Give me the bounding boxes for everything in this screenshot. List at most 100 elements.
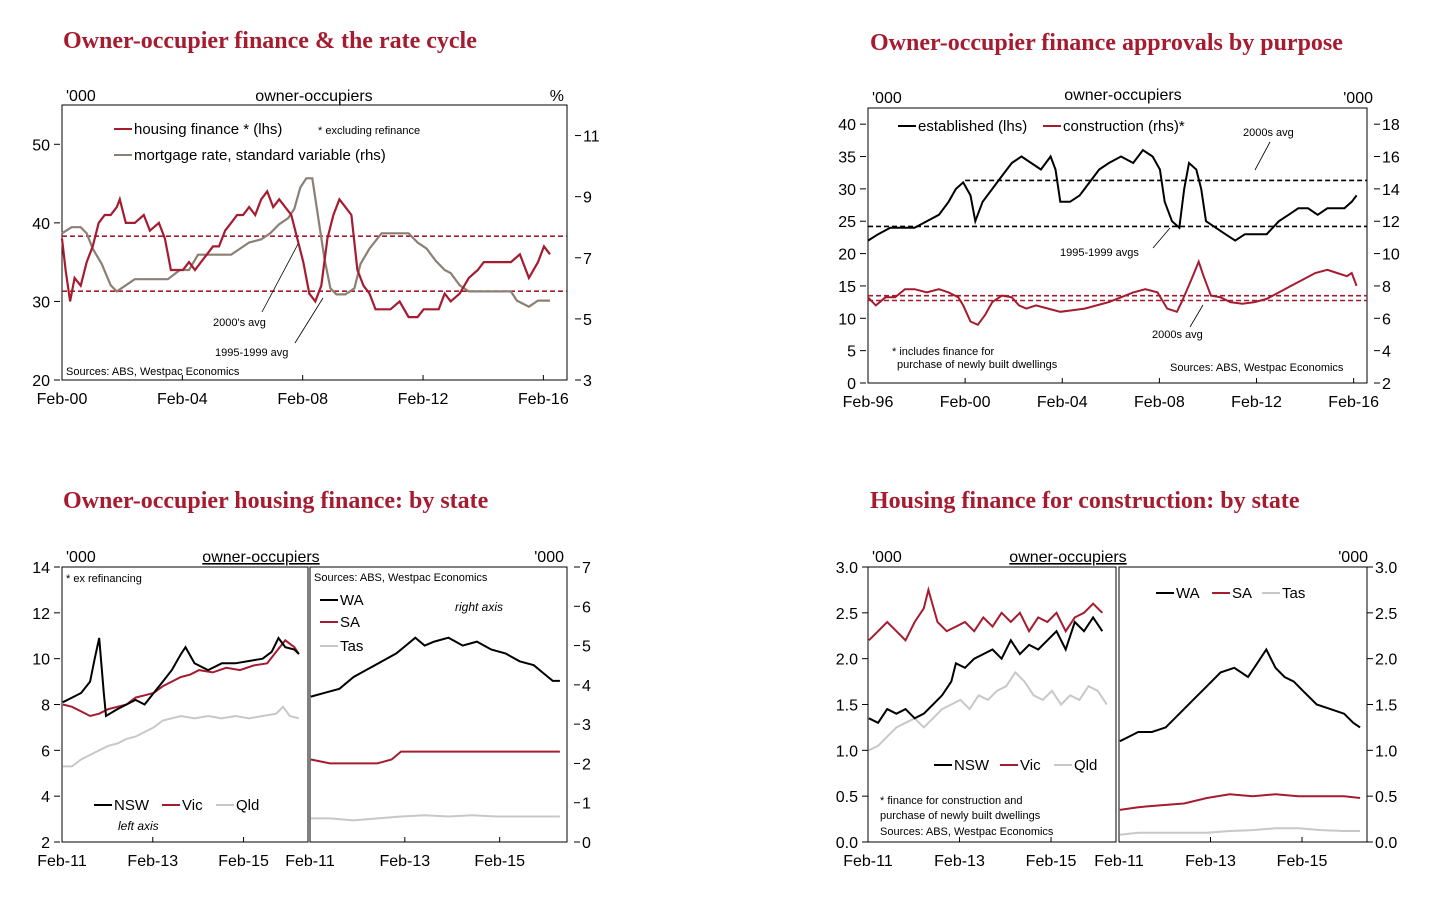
chart-1-xtick-label-2: Feb-08 <box>277 391 328 408</box>
chart-3-right-tick-label-3: 3 <box>582 717 591 734</box>
chart-4-rightpanel-xtick-label-0: Feb-11 <box>1094 853 1144 870</box>
chart-4-left-tick-label-2: 1.0 <box>836 743 858 760</box>
chart-1-xtick-label-4: Feb-16 <box>518 391 569 408</box>
chart-4-series-qld <box>868 670 1108 752</box>
chart-4-rightpanel-xtick-label-2: Feb-15 <box>1277 853 1328 870</box>
chart-3-rightpanel-xtick-label-1: Feb-13 <box>379 853 430 870</box>
chart-3-left-frame <box>61 566 309 843</box>
chart-2-annot-2000s-bottom-pointer <box>1189 304 1204 328</box>
chart-4-series-wa <box>1119 647 1361 743</box>
chart-3-right-frame <box>309 566 568 843</box>
chart-3-leftpanel-xtick-label-0: Feb-11 <box>37 853 87 870</box>
chart-2: '000 owner-occupiers '000 0 5 10 15 20 25 30 35… <box>838 87 1400 411</box>
chart-title-2: Owner-occupier finance approvals by purp… <box>870 30 1343 56</box>
chart-4-legend-qld: Qld <box>1074 757 1097 774</box>
chart-4-left-tick-label-5: 2.5 <box>836 606 858 623</box>
chart-3-legend-qld: Qld <box>236 797 259 814</box>
chart-3-series-tas <box>310 814 560 822</box>
chart-3-right-tick-label-4: 4 <box>582 678 591 695</box>
chart-3-leftpanel-xtick-label-1: Feb-13 <box>127 853 178 870</box>
chart-3-left-tick-label-4: 10 <box>32 652 50 669</box>
chart-2-right-tick-label-0: 2 <box>1382 376 1391 393</box>
chart-2-right-unit: '000 <box>1343 90 1373 107</box>
chart-4-right-tick-label-6: 3.0 <box>1375 560 1397 577</box>
chart-3-left-unit: '000 <box>66 549 96 566</box>
chart-2-note-1: * includes finance for <box>892 346 994 358</box>
chart-1-left-tick-label-3: 50 <box>32 137 50 154</box>
chart-1-annot-1995-pointer <box>294 297 324 344</box>
chart-1-right-tick-label-3: 9 <box>583 190 592 207</box>
chart-2-right-tick-label-1: 4 <box>1382 344 1391 361</box>
chart-3: '000 owner-occupiers '000 24681012140123… <box>32 549 591 870</box>
chart-3-legend-sa: SA <box>340 614 360 631</box>
chart-4-leftpanel-xtick-label-2: Feb-15 <box>1026 853 1077 870</box>
chart-3-right-tick-label-5: 5 <box>582 639 591 656</box>
chart-3-right-tick-label-2: 2 <box>582 756 591 773</box>
chart-2-left-tick-label-5: 25 <box>838 214 856 231</box>
chart-4-subtitle: owner-occupiers <box>1009 549 1126 566</box>
chart-1-legend-1: housing finance * (lhs) <box>134 121 282 138</box>
chart-3-left-tick-label-3: 8 <box>41 698 50 715</box>
chart-3-legend-nsw: NSW <box>114 797 150 814</box>
chart-4-right-frame <box>1118 566 1368 843</box>
chart-4-right-tick-label-5: 2.5 <box>1375 606 1397 623</box>
chart-4-left-tick-label-1: 0.5 <box>836 789 858 806</box>
chart-2-xtick-label-4: Feb-12 <box>1231 394 1282 411</box>
chart-4-left-tick-label-3: 1.5 <box>836 698 858 715</box>
chart-3-right-tick-label-0: 0 <box>582 835 591 852</box>
chart-2-left-tick-label-0: 0 <box>847 376 856 393</box>
chart-1-annot-2000s-pointer <box>261 243 299 313</box>
chart-1-left-tick-label-1: 30 <box>32 294 50 311</box>
chart-2-series-established <box>867 148 1358 242</box>
chart-2-sources: Sources: ABS, Westpac Economics <box>1170 362 1344 374</box>
chart-3-right-tick-label-1: 1 <box>582 796 591 813</box>
chart-3-series-wa <box>310 636 560 698</box>
chart-1-right-unit: % <box>550 88 564 105</box>
chart-title-3: Owner-occupier housing finance: by state <box>63 488 489 514</box>
chart-2-xtick-label-1: Feb-00 <box>940 394 991 411</box>
chart-2-left-tick-label-1: 5 <box>847 344 856 361</box>
chart-4-right-tick-label-0: 0.0 <box>1375 835 1397 852</box>
chart-1-legend-2: mortgage rate, standard variable (rhs) <box>134 147 386 164</box>
chart-2-annot-1995: 1995-1999 avgs <box>1060 247 1139 259</box>
chart-1-subtitle: owner-occupiers <box>255 88 372 105</box>
chart-3-left-tick-label-2: 6 <box>41 743 50 760</box>
chart-2-series-construction <box>867 258 1358 327</box>
chart-4-series-sa <box>1119 793 1361 811</box>
chart-4-note-2: purchase of newly built dwellings <box>880 810 1041 822</box>
chart-2-note-2: purchase of newly built dwellings <box>897 359 1058 371</box>
chart-4-right-tick-label-4: 2.0 <box>1375 652 1397 669</box>
chart-2-xtick-label-3: Feb-08 <box>1134 394 1185 411</box>
chart-4-sources: Sources: ABS, Westpac Economics <box>880 826 1054 838</box>
chart-1-left-tick-label-2: 40 <box>32 216 50 233</box>
chart-3-note-ex: * ex refinancing <box>66 573 142 585</box>
chart-2-xtick-label-0: Feb-96 <box>843 394 894 411</box>
chart-2-subtitle: owner-occupiers <box>1064 87 1181 104</box>
chart-2-right-tick-label-6: 14 <box>1382 182 1400 199</box>
chart-3-leftpanel-xtick-label-2: Feb-15 <box>218 853 269 870</box>
chart-2-right-tick-label-4: 10 <box>1382 247 1400 264</box>
chart-1-annot-2000s: 2000's avg <box>213 317 266 329</box>
chart-4-ticks: 0.0 0.5 1.0 1.5 2.0 2.5 3.0 0.0 0.5 1.0 1.5 2.0 2.5 3… <box>836 560 1398 870</box>
chart-2-xtick-label-5: Feb-16 <box>1328 394 1379 411</box>
chart-2-frame <box>867 107 1368 384</box>
chart-3-legend-vic: Vic <box>182 797 203 814</box>
chart-4-plot <box>868 586 1361 836</box>
chart-1-right-tick-label-0: 3 <box>583 373 592 390</box>
chart-2-left-tick-label-7: 35 <box>838 150 856 167</box>
chart-2-annot-1995-pointer <box>1152 227 1171 249</box>
chart-4-right-tick-label-3: 1.5 <box>1375 698 1397 715</box>
chart-2-right-tick-label-8: 18 <box>1382 117 1400 134</box>
chart-4-note-1: * finance for construction and <box>880 795 1022 807</box>
chart-2-left-tick-label-4: 20 <box>838 247 856 264</box>
chart-4-series-vic <box>868 586 1104 642</box>
chart-1-left-tick-label-0: 20 <box>32 373 50 390</box>
chart-1-ticks: 20 30 40 50 3 5 7 9 11 Feb-00 Feb-04 Feb-08 Feb-12 Fe… <box>32 129 600 408</box>
chart-3-plot <box>62 636 560 822</box>
chart-3-left-tick-label-1: 4 <box>41 789 50 806</box>
chart-2-annot-2000s-top: 2000s avg <box>1243 127 1294 139</box>
chart-4-series-tas <box>1119 827 1361 836</box>
chart-1-plot <box>60 177 567 319</box>
